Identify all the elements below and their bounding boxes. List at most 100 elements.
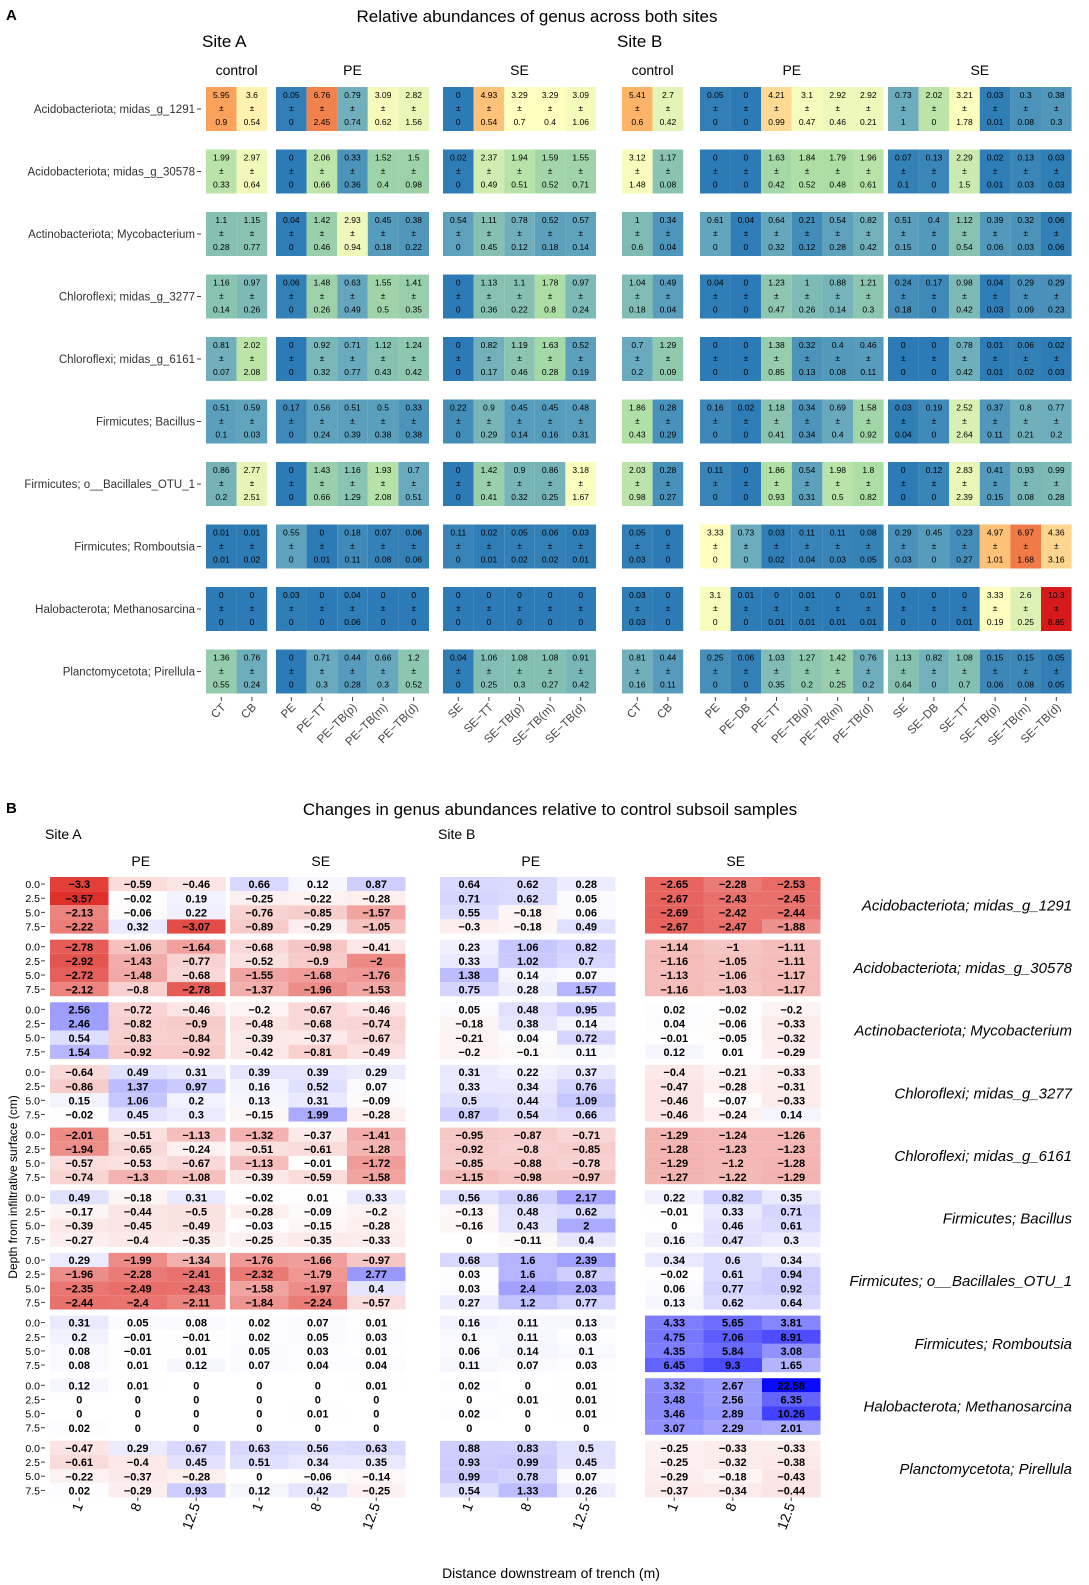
panel-a-cell-mean: 2.97 [244, 153, 261, 163]
panel-b-cell: 0.11 [440, 1358, 499, 1373]
panel-b-cell-value: 0.33 [459, 1081, 480, 1093]
panel-a-cell-sd: 0.54 [481, 117, 498, 127]
panel-a-cell: 0.88±0.14 [822, 274, 853, 319]
panel-a-cell-mean: 0 [713, 153, 718, 163]
panel-b-cell: 0.42 [288, 1483, 347, 1498]
panel-b-cell: −1.94 [50, 1141, 109, 1156]
panel-b-cell-fill [498, 982, 557, 997]
panel-b-cell: −0.8 [108, 982, 167, 997]
panel-a-cell-fill [367, 587, 399, 631]
panel-b-cell: 0.55 [440, 905, 499, 920]
panel-b-cell-fill [440, 1016, 499, 1031]
panel-a-cell-fill [565, 462, 596, 506]
panel-a-cell-sd: 0.54 [244, 117, 261, 127]
panel-b-cell: 0.94 [762, 1267, 821, 1282]
panel-a-cell-pm: ± [962, 603, 967, 613]
panel-a-cell-pm: ± [381, 666, 386, 676]
panel-b-cell: −0.06 [108, 905, 167, 920]
panel-b-cell: 0.86 [498, 1190, 557, 1205]
panel-b-cell-fill [167, 877, 226, 892]
panel-a-cell: 0.9±0.32 [504, 462, 535, 506]
panel-b-cell: −0.35 [288, 1232, 347, 1247]
panel-b-cell-value: −3.3 [68, 879, 90, 891]
panel-a-cell-mean: 0.8 [1020, 403, 1032, 413]
panel-a-cell: 1.15±0.77 [236, 212, 268, 256]
panel-a-cell-fill [700, 212, 731, 256]
panel-a-cell-sd: 0.21 [1017, 430, 1034, 440]
panel-b-cell: −1.43 [108, 953, 167, 968]
panel-a-cell-pm: ± [993, 228, 998, 238]
panel-b-cell-value: 0.97 [186, 1081, 207, 1093]
panel-b-cell-value: 0.06 [576, 907, 597, 919]
panel-b-x-tick-label: 8 [722, 1500, 740, 1513]
panel-a-cell-pm: ± [456, 478, 461, 488]
panel-a-cell-mean: 3.1 [801, 90, 813, 100]
panel-a-cell-pm: ± [219, 353, 224, 363]
panel-a-cell-fill [761, 87, 792, 131]
panel-a-cell: 0.03±0.03 [1041, 149, 1072, 194]
panel-b-cell: 0.47 [703, 1232, 762, 1247]
panel-a-cell-sd: 0.54 [956, 242, 973, 252]
panel-b-cell-value: −0.39 [245, 1033, 273, 1045]
panel-a-cell-fill [1041, 274, 1072, 319]
panel-b-cell: 0.39 [288, 1064, 347, 1080]
panel-b-cell-fill [288, 1079, 347, 1094]
panel-a-cell: 0±0 [730, 274, 762, 319]
panel-a-cell-fill [949, 149, 980, 194]
panel-a-cell: 2.6±0.25 [1010, 587, 1041, 631]
panel-b-cell-fill [347, 1064, 406, 1080]
panel-a-cell-sd: 0 [456, 555, 461, 565]
panel-a-cell-fill [534, 649, 566, 694]
panel-a-cell-pm: ± [320, 416, 325, 426]
panel-a-cell-mean: 0.07 [895, 153, 912, 163]
panel-a-cell-fill [761, 274, 792, 319]
panel-b-cell: −0.46 [645, 1093, 704, 1108]
panel-a-cell-fill [206, 649, 237, 694]
panel-a-cell-sd: 2.08 [375, 492, 392, 502]
panel-a-cell-pm: ± [350, 478, 355, 488]
panel-a-cell-fill [979, 524, 1011, 569]
panel-a-cell-mean: 2.93 [344, 215, 361, 225]
panel-a-cell: 0.52±0.19 [565, 337, 596, 381]
panel-b-cell: 2.46 [50, 1016, 109, 1031]
panel-a-cell: 0±0 [276, 337, 307, 381]
panel-a-cell-mean: 0.01 [213, 528, 230, 538]
panel-b-cell: 0.99 [440, 1469, 499, 1484]
panel-b-row-label: Planctomycetota; Pirellula [899, 1461, 1072, 1478]
panel-b-cell-fill [50, 1016, 109, 1031]
panel-a-cell-mean: 5.41 [629, 90, 646, 100]
panel-a-x-tick-label: PE [703, 701, 723, 721]
panel-a-cell-mean: 1.55 [375, 278, 392, 288]
panel-b-cell-value: 0.7 [579, 956, 594, 968]
panel-a-cell: 1.27±0.2 [791, 649, 823, 694]
panel-b-cell-value: 0.77 [576, 1298, 597, 1310]
panel-a-cell-pm: ± [932, 291, 937, 301]
panel-a-cell: 0.71±0.3 [306, 649, 338, 694]
panel-b-cell-fill [440, 967, 499, 983]
panel-a-cell-fill [473, 524, 505, 569]
panel-a-cell: 0.71±0.77 [337, 337, 368, 381]
panel-a-cell-fill [367, 274, 399, 319]
panel-a-cell-sd: 0.14 [511, 430, 528, 440]
panel-a-cell-fill [473, 587, 505, 631]
panel-b-cell: 0.88 [440, 1440, 499, 1455]
panel-b-cell-fill [108, 953, 167, 968]
panel-a-cell-mean: 0 [713, 340, 718, 350]
panel-b-cell-value: −1.16 [660, 984, 688, 996]
panel-a-cell-mean: 0.99 [1048, 465, 1065, 475]
panel-b-cell: −0.07 [703, 1093, 762, 1108]
panel-a-cell-pm: ± [320, 228, 325, 238]
panel-a-cell-sd: 0.25 [542, 492, 559, 502]
panel-a-cell-sd: 0.2 [1050, 430, 1062, 440]
panel-b-cell-value: −0.65 [124, 1144, 152, 1156]
panel-b-cell: −0.41 [347, 939, 406, 954]
panel-a-cell-sd: 0.29 [660, 430, 677, 440]
panel-a-cell-pm: ± [289, 166, 294, 176]
panel-b-y-tick-label: 7.5 [25, 1485, 40, 1497]
panel-b-cell-value: 0.08 [69, 1360, 90, 1372]
panel-a-cell-sd: 0.4 [832, 430, 844, 440]
panel-b-cell-value: −1.34 [182, 1255, 211, 1267]
panel-a-cell: 0.29±0.23 [1041, 274, 1072, 319]
panel-a-cell-sd: 0.05 [860, 555, 877, 565]
panel-b-cell-fill [167, 1093, 226, 1108]
